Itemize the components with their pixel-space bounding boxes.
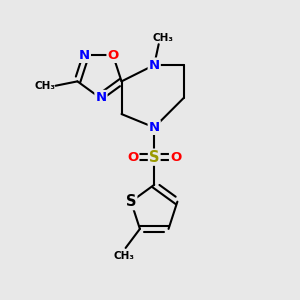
Text: S: S (126, 194, 136, 209)
Text: N: N (79, 49, 90, 62)
Text: S: S (149, 150, 160, 165)
Text: N: N (95, 91, 106, 104)
Text: CH₃: CH₃ (153, 33, 174, 43)
Text: CH₃: CH₃ (35, 81, 56, 91)
Text: N: N (149, 58, 160, 71)
Text: N: N (149, 121, 160, 134)
Text: O: O (170, 151, 181, 164)
Text: CH₃: CH₃ (114, 251, 135, 261)
Text: O: O (127, 151, 138, 164)
Text: O: O (107, 49, 119, 62)
